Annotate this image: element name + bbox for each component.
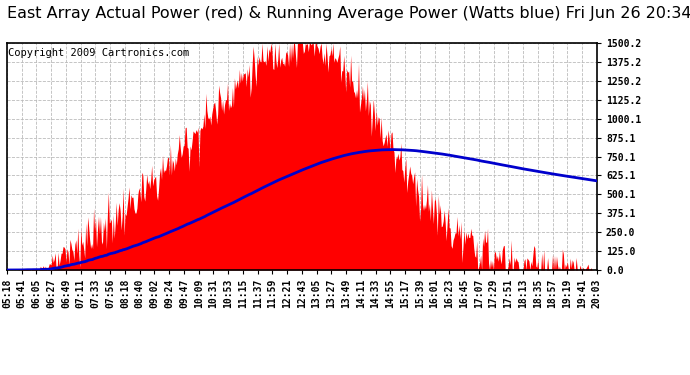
Text: Copyright 2009 Cartronics.com: Copyright 2009 Cartronics.com bbox=[8, 48, 189, 58]
Text: East Array Actual Power (red) & Running Average Power (Watts blue) Fri Jun 26 20: East Array Actual Power (red) & Running … bbox=[7, 6, 690, 21]
